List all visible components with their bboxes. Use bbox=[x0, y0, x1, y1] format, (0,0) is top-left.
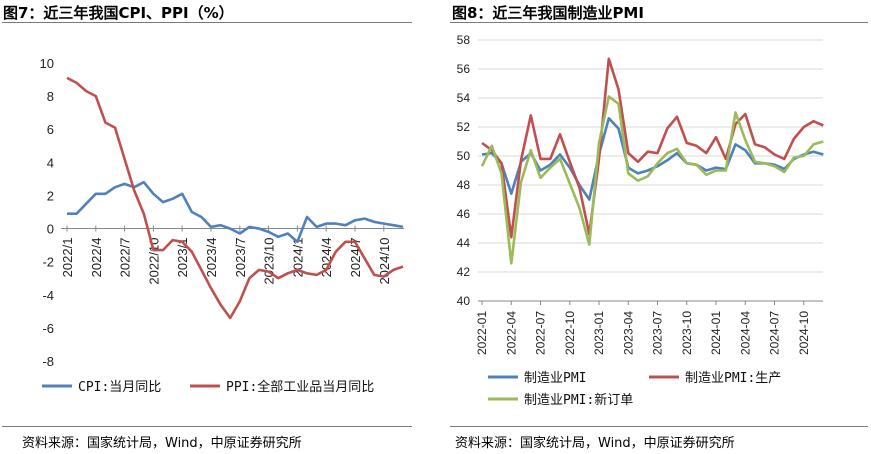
right-x-tick-label: 2024-07 bbox=[768, 311, 782, 355]
right-source-note: 资料来源：国家统计局，Wind，中原证券研究所 bbox=[455, 436, 735, 451]
left-source-note: 资料来源：国家统计局，Wind，中原证券研究所 bbox=[22, 436, 302, 451]
left-y-tick-label: 2 bbox=[47, 188, 54, 203]
right-x-tick-label: 2023-04 bbox=[621, 311, 635, 355]
left-series-line-2 bbox=[66, 76, 404, 320]
right-x-tick-label: 2024-01 bbox=[709, 311, 723, 355]
left-x-tick-label: 2023/10 bbox=[262, 238, 277, 285]
left-source-rule bbox=[2, 426, 412, 427]
left-x-tick-label: 2022/7 bbox=[118, 238, 133, 278]
left-y-tick-label: 6 bbox=[47, 122, 54, 137]
right-x-tick-label: 2022-10 bbox=[563, 311, 577, 355]
right-y-tick-label: 58 bbox=[457, 33, 471, 47]
left-y-tick-label: -2 bbox=[42, 255, 54, 270]
left-title-rule bbox=[2, 22, 412, 23]
right-y-tick-label: 46 bbox=[457, 207, 471, 221]
right-source-rule bbox=[450, 426, 868, 427]
right-y-tick-label: 54 bbox=[457, 91, 471, 105]
left-chart-title: 图7：近三年我国CPI、PPI（%） bbox=[3, 4, 234, 22]
right-y-tick-label: 40 bbox=[457, 294, 471, 308]
right-legend-label-1: 制造业PMI bbox=[524, 371, 586, 386]
left-y-tick-label: 4 bbox=[47, 155, 54, 170]
left-x-tick-label: 2024/1 bbox=[290, 238, 305, 278]
right-y-tick-label: 48 bbox=[457, 178, 471, 192]
left-y-tick-label: 10 bbox=[40, 56, 54, 71]
right-x-tick-label: 2023-07 bbox=[651, 311, 665, 355]
right-x-tick-label: 2022-07 bbox=[534, 311, 548, 355]
left-y-tick-label: 8 bbox=[47, 89, 54, 104]
right-legend-label-3: 制造业PMI:新订单 bbox=[524, 392, 633, 408]
right-x-tick-label: 2024-04 bbox=[738, 311, 752, 355]
left-x-tick-label: 2023/7 bbox=[233, 238, 248, 278]
left-y-tick-label: -4 bbox=[42, 288, 54, 303]
right-y-tick-label: 50 bbox=[457, 149, 471, 163]
right-x-tick-label: 2023-01 bbox=[592, 311, 606, 355]
right-y-tick-label: 56 bbox=[457, 62, 471, 76]
left-series-line-1 bbox=[67, 180, 404, 244]
right-y-tick-label: 42 bbox=[457, 265, 471, 279]
left-y-tick-label: 0 bbox=[47, 222, 54, 237]
left-y-tick-label: -8 bbox=[42, 354, 54, 369]
right-title-rule bbox=[450, 22, 868, 23]
right-x-tick-label: 2022-04 bbox=[504, 311, 518, 355]
left-x-tick-label: 2023/4 bbox=[204, 238, 219, 278]
left-x-tick-label: 2024/4 bbox=[319, 238, 334, 278]
left-legend-label-2: PPI:全部工业品当月同比 bbox=[226, 379, 374, 395]
right-x-tick-label: 2022-01 bbox=[475, 311, 489, 355]
right-y-tick-label: 52 bbox=[457, 120, 471, 134]
left-legend-label-1: CPI:当月同比 bbox=[78, 380, 161, 395]
right-x-tick-label: 2023-10 bbox=[680, 311, 694, 355]
left-x-tick-label: 2022/1 bbox=[60, 238, 75, 278]
right-x-tick-label: 2024-10 bbox=[797, 311, 811, 355]
left-y-tick-label: -6 bbox=[42, 321, 54, 336]
right-legend-label-2: 制造业PMI:生产 bbox=[685, 371, 781, 386]
left-x-tick-label: 2022/4 bbox=[89, 238, 104, 278]
right-series-line-2 bbox=[481, 57, 824, 239]
right-chart-title: 图8：近三年我国制造业PMI bbox=[452, 4, 644, 22]
left-x-tick-label: 2022/10 bbox=[146, 238, 161, 285]
right-series-line-3 bbox=[480, 95, 824, 265]
right-y-tick-label: 44 bbox=[457, 236, 471, 250]
